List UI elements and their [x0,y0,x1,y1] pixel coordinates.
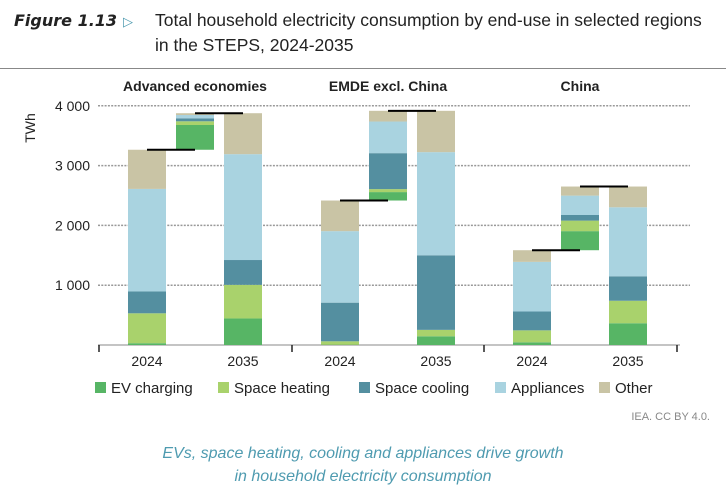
x-tick-label: 2035 [420,353,451,369]
figure-title: Total household electricity consumption … [155,10,702,55]
bar-2035-space-heating [609,300,647,324]
legend-label: EV charging [111,380,193,397]
change-bar-space-cooling [176,118,214,122]
x-tick-label: 2024 [516,353,547,369]
change-bar-ev-charging [176,124,214,150]
change-bar-space-heating [176,121,214,125]
group-title: China [561,78,600,94]
bar-2024-other [513,250,551,262]
legend-swatch [218,382,229,393]
y-axis-label: TWh [22,113,38,143]
bar-2035-other [609,186,647,208]
figure-header: Figure 1.13 ▷ [14,8,141,34]
bar-2035-space-cooling [224,260,262,285]
bar-2035-appliances [417,152,455,256]
legend-label: Space heating [234,380,330,397]
caption: EVs, space heating, cooling and applianc… [0,442,726,488]
legend-swatch [95,382,106,393]
change-bar-appliances [561,195,599,215]
bar-2024-ev-charging [128,343,166,345]
change-bar-other [561,186,599,196]
legend-swatch [495,382,506,393]
caption-line-2: in household electricity consumption [234,468,492,485]
x-tick-label: 2035 [612,353,643,369]
bar-2035-ev-charging [224,318,262,345]
bar-2035-space-heating [224,284,262,319]
bar-2035-other [224,113,262,155]
change-bar-other [369,110,407,122]
triangle-icon: ▷ [123,14,134,29]
bar-2024-space-heating [513,330,551,343]
legend-swatch [359,382,370,393]
bar-2024-appliances [321,231,359,303]
legend-label: Appliances [511,380,584,397]
bar-2024-space-cooling [128,291,166,314]
figure-label: Figure 1.13 [14,11,118,30]
chart: 1 000 2 000 3 000 4 000 TWh Advanced economie… [22,78,690,397]
change-bar-ev-charging [561,231,599,251]
bar-2024-appliances [128,188,166,292]
bar-2024-space-heating [321,341,359,345]
bar-2024-appliances [513,261,551,312]
x-tick-label: 2024 [131,353,162,369]
change-bar-ev-charging [369,192,407,201]
y-tick-label: 4 000 [55,98,90,114]
bar-2035-space-cooling [609,276,647,301]
bar-2035-space-heating [417,329,455,337]
source-note: IEA. CC BY 4.0. [631,411,710,423]
y-tick-label: 3 000 [55,158,90,174]
bar-2035-space-cooling [417,255,455,330]
bar-2035-ev-charging [609,323,647,345]
y-tick-label: 1 000 [55,277,90,293]
bar-2035-other [417,110,455,153]
change-bar-space-heating [561,220,599,232]
change-bar-space-cooling [369,153,407,190]
bar-2035-ev-charging [417,336,455,345]
caption-line-1: EVs, space heating, cooling and applianc… [162,445,564,462]
bar-2024-other [321,200,359,232]
y-tick-label: 2 000 [55,217,90,233]
bar-2024-other [128,149,166,189]
group-title: Advanced economies [123,78,267,94]
bar-2024-space-cooling [513,311,551,331]
bar-2024-space-heating [128,313,166,344]
bar-2024-space-cooling [321,302,359,342]
legend-swatch [599,382,610,393]
bar-2024-ev-charging [513,342,551,345]
group-title: EMDE excl. China [329,78,447,94]
bar-2035-appliances [609,207,647,277]
change-bar-space-heating [369,189,407,193]
change-bar-appliances [369,121,407,154]
legend-label: Other [615,380,653,397]
legend-label: Space cooling [375,380,469,397]
x-tick-label: 2024 [324,353,355,369]
change-bar-appliances [176,115,214,119]
bar-2035-appliances [224,154,262,261]
divider [0,68,726,69]
x-tick-label: 2035 [227,353,258,369]
change-bar-space-cooling [561,214,599,221]
